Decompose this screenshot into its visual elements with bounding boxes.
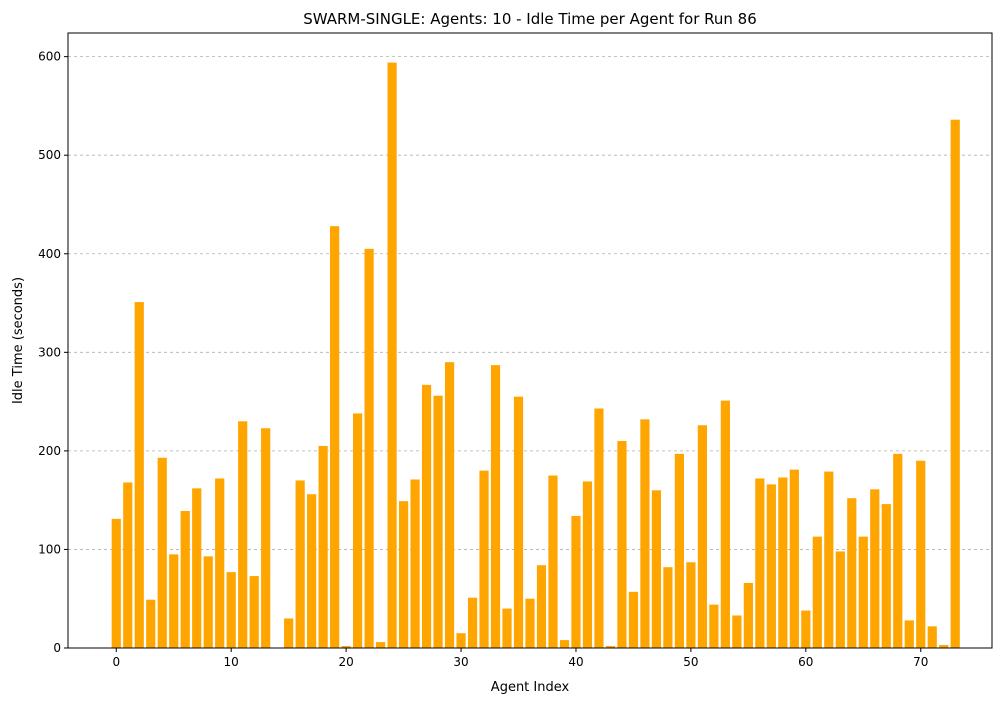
bar [755,478,765,648]
x-tick-label: 0 [112,655,120,669]
bar [376,642,386,648]
bar [192,488,202,648]
bar [341,646,351,648]
bar [548,475,558,648]
bar [433,395,443,648]
x-tick-label: 40 [568,655,583,669]
x-tick-label: 60 [798,655,813,669]
bar [203,556,213,648]
bar [398,501,409,648]
y-axis-label: Idle Time (seconds) [11,277,26,404]
x-axis-label: Agent Index [491,680,570,695]
bar [686,562,696,648]
bar [881,504,891,648]
y-gridlines [68,56,992,550]
bar [410,479,420,648]
chart-title: SWARM-SINGLE: Agents: 10 - Idle Time per… [303,10,757,28]
bar [950,119,960,648]
bar [238,421,248,648]
bar [180,511,190,648]
bar [858,536,868,648]
x-tick-label: 50 [683,655,698,669]
y-axis-ticks: 0 100 200 300 400 500 600 [38,50,68,655]
bar [421,384,432,648]
bar [835,551,845,648]
bar [617,441,627,648]
bar [571,515,581,648]
bar [318,445,328,648]
bar [134,302,144,648]
bar [123,482,133,648]
bar [353,413,363,648]
bar [330,226,340,648]
bar [467,597,478,648]
y-tick-label: 300 [38,345,61,359]
bar [249,576,259,648]
bar [444,362,455,648]
bar [261,428,271,648]
x-axis-ticks: 0 10 20 30 40 50 60 70 [112,648,928,669]
bar [904,620,914,648]
bar [226,572,236,648]
bar [157,457,167,648]
bar [674,453,684,648]
bar [364,248,374,648]
y-tick-label: 200 [38,444,61,458]
bar [536,565,547,648]
plot-frame [67,32,993,649]
bar [916,460,926,648]
x-tick-label: 30 [453,655,468,669]
x-tick-label: 70 [913,655,928,669]
y-tick-label: 600 [38,50,61,64]
bar [502,608,512,648]
bar [709,604,719,648]
bar [893,453,903,648]
bar [284,618,294,648]
x-tick-label: 20 [338,655,353,669]
y-tick-label: 100 [38,542,61,556]
x-tick-label: 10 [224,655,239,669]
bars [111,62,960,648]
bar [215,478,225,648]
bar [169,554,179,648]
bar [490,365,501,648]
bar [766,484,776,648]
bar [582,481,593,648]
bar [697,425,707,648]
bar [927,626,937,648]
y-tick-label: 0 [53,641,61,655]
bar [778,477,788,648]
bar [743,582,753,648]
bar [559,640,570,648]
bar [594,408,604,648]
bar [387,62,397,648]
bar [651,490,662,648]
bar [456,633,466,648]
bar [870,489,880,648]
bar [605,646,616,648]
bar [663,567,673,648]
bar [789,469,799,648]
bar [111,518,121,648]
bar [307,494,317,648]
bar [628,591,639,648]
y-tick-label: 400 [38,247,61,261]
bar [525,598,535,648]
bar [801,610,811,648]
bar [824,471,834,648]
bar [939,645,949,648]
bar [295,480,305,648]
bar [732,615,742,648]
bar [479,470,489,648]
bar [812,536,822,648]
bar [640,419,650,648]
bar [146,599,156,648]
y-tick-label: 500 [38,148,61,162]
bar [720,400,730,648]
bar [513,396,524,648]
bar [847,498,857,648]
